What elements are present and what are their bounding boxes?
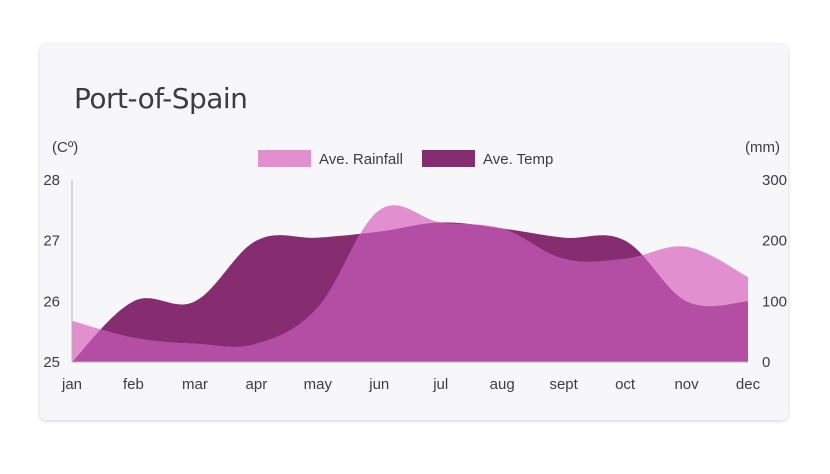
x-tick-label: apr <box>246 376 268 393</box>
chart-legend: Ave. Rainfall Ave. Temp <box>258 150 553 168</box>
chart-areas <box>72 205 748 362</box>
right-tick-label: 200 <box>762 233 787 250</box>
x-tick-label: feb <box>123 376 144 393</box>
right-tick-label: 300 <box>762 172 787 189</box>
x-tick-label: may <box>304 376 333 393</box>
x-tick-label: mar <box>182 376 208 393</box>
x-tick-label: jan <box>61 376 82 393</box>
x-tick-label: nov <box>674 376 699 393</box>
right-axis-label: (mm) <box>745 139 780 156</box>
right-tick-label: 100 <box>762 293 787 310</box>
right-tick-label: 0 <box>762 354 770 371</box>
chart-axes: jan feb mar apr may jun jul aug sept oct nov dec 25 2… <box>43 139 787 393</box>
left-tick-label: 26 <box>43 293 60 310</box>
series-overlap-area <box>72 222 748 362</box>
left-tick-label: 27 <box>43 233 60 250</box>
left-axis-label: (Cº) <box>52 139 78 156</box>
x-tick-label: jun <box>368 376 389 393</box>
legend-temp-label[interactable]: Ave. Temp <box>483 151 553 168</box>
x-tick-label: sept <box>549 376 578 393</box>
x-tick-label: oct <box>615 376 636 393</box>
chart-title: Port-of-Spain <box>74 82 248 115</box>
x-tick-label: aug <box>490 376 515 393</box>
x-tick-label: dec <box>736 376 761 393</box>
left-tick-label: 28 <box>43 172 60 189</box>
left-tick-label: 25 <box>43 354 60 371</box>
legend-rainfall-swatch[interactable] <box>258 150 311 167</box>
x-tick-label: jul <box>432 376 448 393</box>
legend-rainfall-label[interactable]: Ave. Rainfall <box>319 151 403 168</box>
legend-temp-swatch[interactable] <box>422 150 475 167</box>
